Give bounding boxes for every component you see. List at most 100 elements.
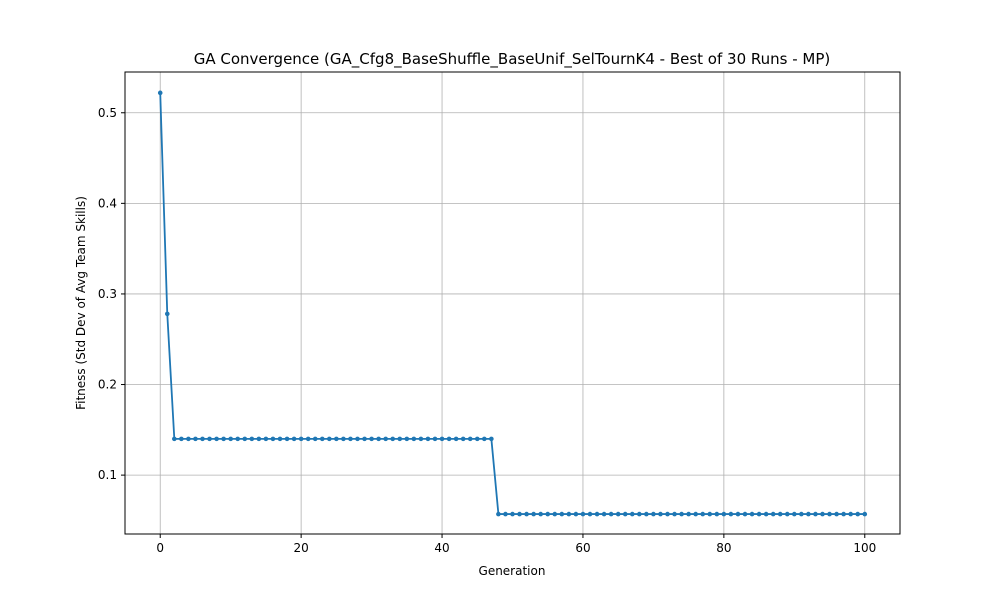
data-point [418,436,424,442]
y-tick-label: 0.1 [98,468,117,482]
data-point [820,511,825,517]
data-point [411,436,417,442]
data-point [538,511,543,517]
x-tick-label: 40 [434,541,449,555]
data-point [369,436,374,442]
chart-title: GA Convergence (GA_Cfg8_BaseShuffle_Base… [194,50,831,69]
data-point [728,511,734,517]
grid [125,72,900,534]
data-point [517,511,522,517]
x-tick-label: 100 [853,541,876,555]
data-point [707,511,713,517]
data-point [658,511,663,517]
ticks: 0 20 40 60 80 100 0.1 0.2 0.3 0.4 0.5 [98,106,876,555]
data-point [651,511,656,517]
data-point [164,311,170,317]
data-point [580,511,586,517]
x-tick-label: 0 [156,541,164,555]
data-point [679,511,684,517]
x-tick-label: 80 [716,541,731,555]
series-layer [157,90,868,517]
data-point [256,436,262,442]
data-point [672,511,677,517]
data-point [841,511,846,517]
y-tick-label: 0.3 [98,287,117,301]
data-point [777,511,783,517]
data-point [355,436,360,442]
data-point [312,436,318,442]
data-point [460,436,466,442]
data-point [341,436,346,442]
data-point [700,511,706,517]
x-axis-label: Generation [479,564,546,578]
data-point [207,436,212,442]
data-point [390,436,396,442]
data-point [270,436,276,442]
data-point [425,436,431,442]
data-point [157,90,163,96]
data-point [467,436,473,442]
data-point [862,511,868,517]
data-point [756,511,762,517]
data-point [721,511,727,517]
data-point [792,511,797,517]
data-point [608,511,614,517]
data-point [622,511,628,517]
data-point [446,436,452,442]
data-point [594,511,600,517]
data-point [439,436,445,442]
data-point [489,436,494,442]
data-point [813,511,818,517]
data-point [319,436,325,442]
data-point [559,511,565,517]
data-point [686,511,691,517]
x-tick-label: 20 [293,541,308,555]
data-point [573,511,579,517]
data-point [263,436,269,442]
series-line [159,92,865,515]
data-point [221,436,226,442]
data-point [200,436,205,442]
data-point [735,511,741,517]
data-point [284,436,290,442]
data-point [848,511,853,517]
data-point [214,436,219,442]
data-point [383,436,388,442]
data-point [763,511,769,517]
data-point [693,511,698,517]
y-tick-label: 0.4 [98,196,117,210]
data-point [291,436,297,442]
data-point [799,511,804,517]
data-point [432,436,438,442]
data-point [644,511,649,517]
data-point [348,436,353,442]
data-point [376,436,381,442]
data-point [531,511,536,517]
data-point [834,511,839,517]
data-point [305,436,311,442]
y-tick-label: 0.5 [98,106,117,120]
plot-frame [124,71,901,535]
data-point [474,436,480,442]
data-point [615,511,621,517]
data-point [784,511,790,517]
data-point [249,436,255,442]
data-point [193,436,198,442]
data-point [496,511,501,517]
data-point [453,436,459,442]
data-point [503,511,508,517]
data-point [601,511,607,517]
y-axis-label: Fitness (Std Dev of Avg Team Skills) [74,196,88,410]
data-point [334,436,339,442]
data-point [397,436,403,442]
y-tick-label: 0.2 [98,378,117,392]
data-point [587,511,593,517]
data-point [806,511,811,517]
data-point [362,436,367,442]
data-point [524,511,529,517]
data-point [228,436,233,442]
data-point [298,436,304,442]
data-point [665,511,670,517]
data-point [637,511,642,517]
